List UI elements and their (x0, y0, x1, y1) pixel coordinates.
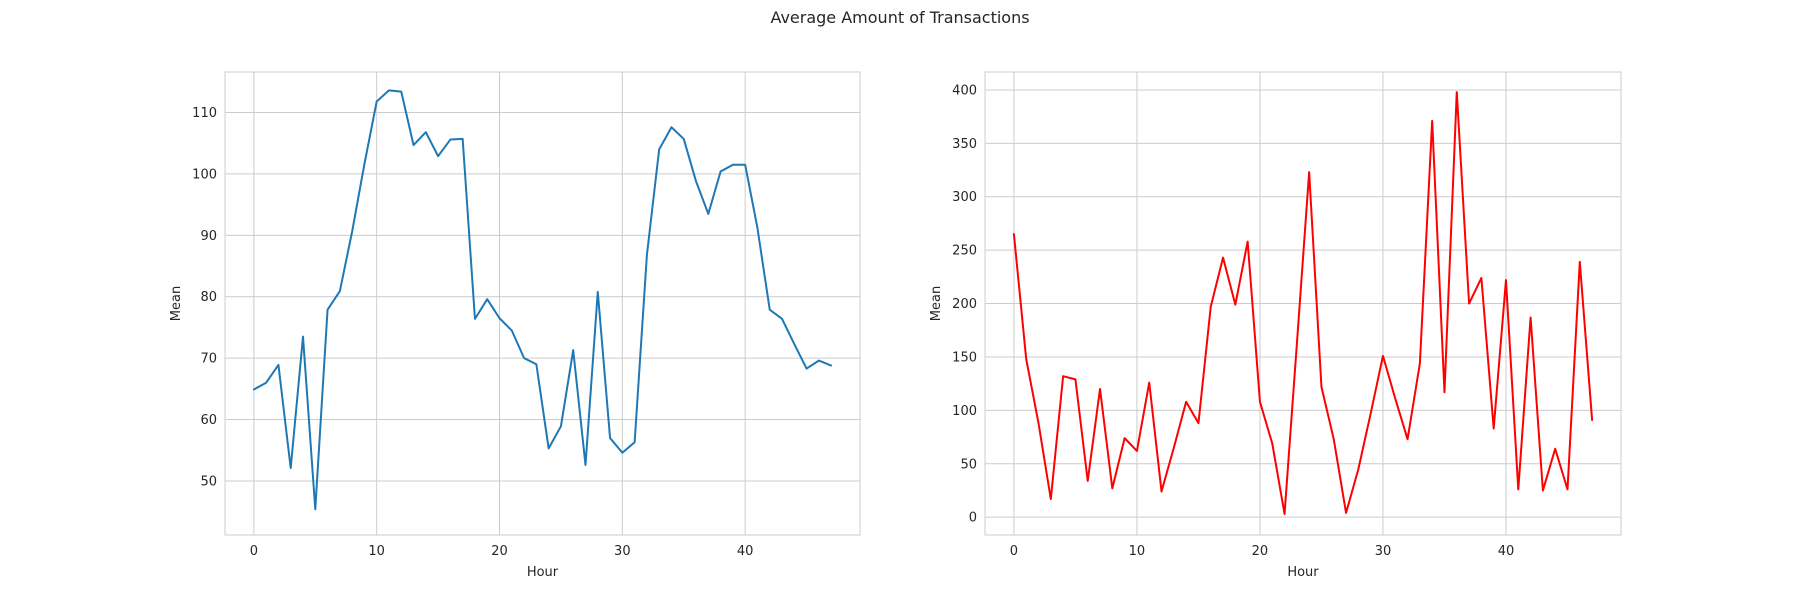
figure-title: Average Amount of Transactions (770, 8, 1030, 27)
y-tick-label: 70 (200, 352, 217, 367)
y-tick-label: 100 (192, 167, 217, 182)
x-tick-label: 40 (1498, 544, 1515, 559)
x-tick-label: 0 (1010, 544, 1018, 559)
x-tick-label: 0 (250, 544, 258, 559)
y-tick-label: 60 (200, 413, 217, 428)
y-tick-label: 50 (200, 474, 217, 489)
y-tick-label: 150 (952, 350, 977, 365)
series-line (252, 89, 833, 511)
x-tick-label: 40 (737, 544, 754, 559)
y-tick-label: 400 (952, 83, 977, 98)
y-tick-label: 200 (952, 297, 977, 312)
y-tick-label: 80 (200, 290, 217, 305)
y-tick-label: 350 (952, 137, 977, 152)
series-line (1012, 91, 1594, 515)
y-axis-label: Mean (929, 286, 944, 321)
x-axis-label: Hour (527, 565, 559, 580)
x-tick-label: 30 (614, 544, 631, 559)
y-tick-label: 250 (952, 244, 977, 259)
x-tick-label: 30 (1375, 544, 1392, 559)
x-tick-label: 10 (368, 544, 385, 559)
y-tick-label: 90 (200, 229, 217, 244)
y-axis-label: Mean (169, 286, 184, 321)
plot-frame (984, 71, 1622, 536)
x-axis-label: Hour (1287, 565, 1319, 580)
y-tick-label: 100 (952, 404, 977, 419)
x-tick-label: 20 (491, 544, 508, 559)
y-tick-label: 300 (952, 190, 977, 205)
subplot-1: 0 10 20 30 40050100150200250300350400HourMea… (929, 71, 1622, 580)
y-tick-label: 0 (969, 511, 977, 526)
plot-frame (224, 71, 861, 536)
y-tick-label: 50 (960, 457, 977, 472)
subplot-0: 0 10 20 30 40 50 60 70 80 90 100 110 Hour Mean (169, 71, 861, 580)
x-tick-label: 20 (1252, 544, 1269, 559)
x-tick-label: 10 (1129, 544, 1146, 559)
y-tick-label: 110 (192, 106, 217, 121)
